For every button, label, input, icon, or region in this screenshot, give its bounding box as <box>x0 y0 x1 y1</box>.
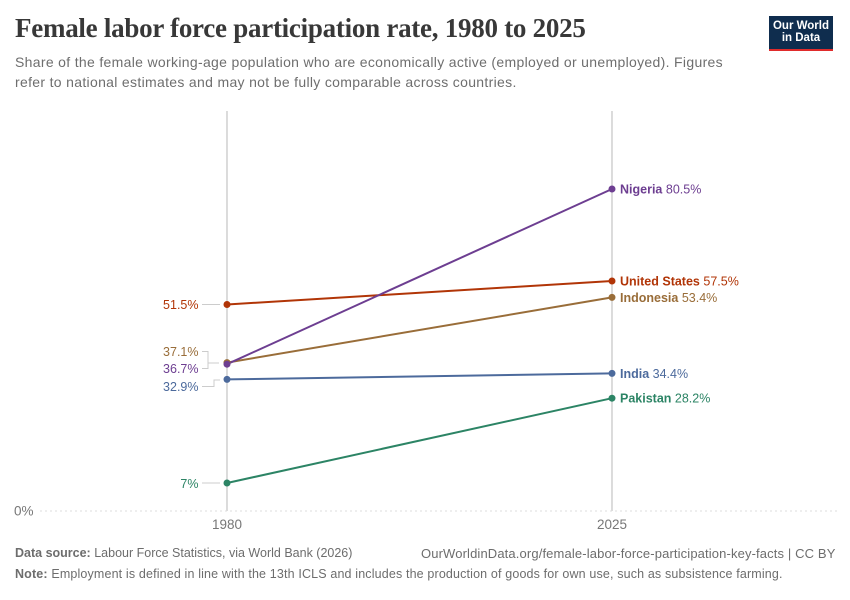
svg-text:United States 57.5%: United States 57.5% <box>620 275 739 289</box>
svg-text:India 34.4%: India 34.4% <box>620 367 688 381</box>
svg-text:Indonesia 53.4%: Indonesia 53.4% <box>620 291 717 305</box>
svg-text:7%: 7% <box>180 477 198 491</box>
svg-text:36.7%: 36.7% <box>163 362 198 376</box>
svg-text:0%: 0% <box>14 504 34 519</box>
svg-text:2025: 2025 <box>597 517 627 532</box>
svg-text:51.5%: 51.5% <box>163 298 198 312</box>
svg-text:37.1%: 37.1% <box>163 345 198 359</box>
svg-text:1980: 1980 <box>212 517 242 532</box>
svg-text:Pakistan 28.2%: Pakistan 28.2% <box>620 392 710 406</box>
svg-text:32.9%: 32.9% <box>163 380 198 394</box>
svg-text:Nigeria 80.5%: Nigeria 80.5% <box>620 183 701 197</box>
